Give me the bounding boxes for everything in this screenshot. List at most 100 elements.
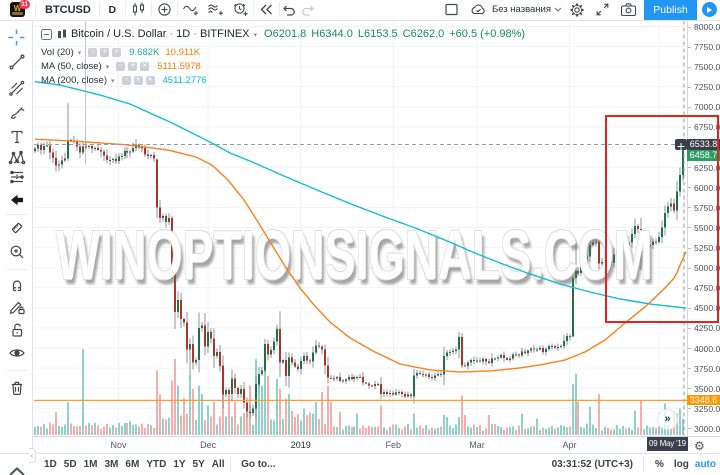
publish-button[interactable]: Publish <box>644 0 697 20</box>
settings-gear-icon[interactable] <box>565 0 589 20</box>
price-tick-label: 6750.0 <box>694 122 720 133</box>
price-tick-mark <box>688 227 691 229</box>
close-icon[interactable]: ✕ <box>112 47 122 57</box>
hide-all-tool[interactable] <box>7 344 26 363</box>
legend-exchange[interactable]: BITFINEX <box>200 28 250 40</box>
chevron-down-icon[interactable]: ▾ <box>111 77 115 85</box>
redo-button[interactable] <box>299 0 318 20</box>
remove-all-tool[interactable] <box>7 379 26 398</box>
arrow-marker-tool[interactable] <box>7 191 26 210</box>
chevron-down-icon[interactable]: ▾ <box>77 49 82 57</box>
crosshair-add-alert-button[interactable] <box>674 138 687 150</box>
chevron-down-icon[interactable] <box>553 0 563 20</box>
range-5y-button[interactable]: 5Y <box>192 458 205 470</box>
undo-button[interactable] <box>280 0 299 20</box>
toolbar-divider <box>6 269 27 270</box>
clock[interactable]: 03:31:52 (UTC+3) <box>551 458 633 470</box>
legend-ma200-row: MA (200, close) ▾ ○ ✛ ✕ 4511.2776 <box>41 73 530 87</box>
bottom-toolbar: 1D 5D 1M 3M 6M YTD 1Y 5Y All Go to... 03:31:52 (… <box>0 452 720 475</box>
legend-symbol-name[interactable]: Bitcoin / U.S. Dollar <box>71 28 167 40</box>
indicators-button[interactable] <box>178 0 203 20</box>
indicator-templates-button[interactable] <box>203 0 228 20</box>
unlock-all-tool[interactable] <box>7 321 26 340</box>
toolbar-divider <box>35 2 36 18</box>
cloud-save-icon[interactable] <box>468 0 490 20</box>
price-tick-mark <box>688 167 691 169</box>
settings-icon[interactable]: ✛ <box>128 61 138 71</box>
legend-interval[interactable]: 1D <box>176 28 191 40</box>
trend-line-tool[interactable] <box>7 53 26 72</box>
price-tick-mark <box>688 428 691 430</box>
price-tick-label: 6000.0 <box>694 182 720 193</box>
text-tool[interactable] <box>7 128 26 147</box>
range-6m-button[interactable]: 6M <box>125 458 140 470</box>
xabcd-pattern-tool[interactable] <box>7 149 26 168</box>
crosshair-tool[interactable] <box>7 28 26 47</box>
publish-more-button[interactable] <box>698 0 720 20</box>
settings-icon[interactable]: ✛ <box>100 47 110 57</box>
range-1m-button[interactable]: 1M <box>83 458 98 470</box>
volume-label[interactable]: Vol (20) <box>41 46 74 58</box>
range-all-button[interactable]: All <box>211 458 225 470</box>
legend-collapse-icon[interactable] <box>41 28 52 40</box>
corner-chevron-icon <box>9 467 25 475</box>
time-tick-label: Feb <box>385 440 402 450</box>
alert-button[interactable] <box>228 0 253 20</box>
range-5d-button[interactable]: 5D <box>63 458 77 470</box>
camera-icon[interactable] <box>615 0 641 20</box>
drawing-lock-tool[interactable] <box>7 298 26 317</box>
percent-scale-button[interactable]: % <box>654 458 664 470</box>
high-value: H6344.0 <box>311 28 353 40</box>
change-value: +60.5 (+0.98%) <box>449 28 526 40</box>
goto-button[interactable]: Go to... <box>241 458 276 470</box>
gann-fib-tools-tool[interactable] <box>7 79 26 98</box>
close-icon[interactable]: ✕ <box>140 61 150 71</box>
scroll-to-recent-button[interactable]: » <box>657 409 678 430</box>
axis-settings-gear-icon[interactable]: ⚙ <box>694 438 705 453</box>
hide-icon[interactable]: ○ <box>121 75 131 85</box>
range-3m-button[interactable]: 3M <box>104 458 119 470</box>
interval-button[interactable]: D <box>108 3 117 16</box>
fullscreen-icon[interactable] <box>589 0 615 20</box>
brush-tool[interactable] <box>7 104 26 123</box>
toolbar-divider <box>278 2 280 18</box>
time-tick-label: Dec <box>200 440 217 450</box>
auto-scale-button[interactable]: auto <box>694 458 716 470</box>
compare-button[interactable] <box>152 0 177 20</box>
range-1y-button[interactable]: 1Y <box>173 458 186 470</box>
hide-icon[interactable]: ○ <box>88 47 98 57</box>
site-logo[interactable]: W 11 <box>0 0 35 20</box>
price-tick-mark <box>688 46 691 48</box>
price-tick-label: 3500.0 <box>694 383 720 394</box>
crosshair-price-badge: 6533.8 <box>687 138 720 150</box>
time-tick-label: 2019 <box>290 440 311 450</box>
chart-style-button[interactable] <box>126 0 151 20</box>
bar-replay-button[interactable] <box>254 0 279 20</box>
chart-title[interactable]: Без названия <box>491 4 551 16</box>
layout-button[interactable] <box>440 0 464 20</box>
forecast-tool[interactable] <box>7 168 26 187</box>
log-scale-button[interactable]: log <box>673 458 689 470</box>
magnet-tool[interactable] <box>7 276 26 295</box>
ma50-label[interactable]: MA (50, close) <box>41 60 102 72</box>
crosshair-date-badge: 09 May '19 <box>647 436 688 451</box>
price-tick-mark <box>688 408 691 410</box>
collapse-toolbar-tab[interactable]: ‹ <box>29 448 36 463</box>
ma200-label[interactable]: MA (200, close) <box>41 74 107 86</box>
time-axis[interactable]: ⚙ Nov Dec 2019 Feb Mar Apr <box>33 435 720 453</box>
ruler-tool[interactable] <box>7 219 26 238</box>
price-tick-mark <box>688 368 691 370</box>
zoom-in-tool[interactable] <box>7 243 26 262</box>
chevron-down-icon[interactable]: ▾ <box>253 31 258 39</box>
close-icon[interactable]: ✕ <box>145 75 155 85</box>
symbol-button[interactable]: BTCUSD <box>45 3 91 16</box>
price-axis[interactable]: 8000.07750.07500.07250.07000.06750.06500… <box>687 20 720 436</box>
range-ytd-button[interactable]: YTD <box>146 458 167 470</box>
range-1d-button[interactable]: 1D <box>44 458 57 470</box>
settings-icon[interactable]: ✛ <box>133 75 143 85</box>
legend-volume-row: Vol (20) ▾ ○ ✛ ✕ 9.682K 10.911K <box>41 45 530 59</box>
hide-icon[interactable]: ○ <box>116 61 126 71</box>
chevron-down-icon[interactable]: ▾ <box>105 63 110 71</box>
